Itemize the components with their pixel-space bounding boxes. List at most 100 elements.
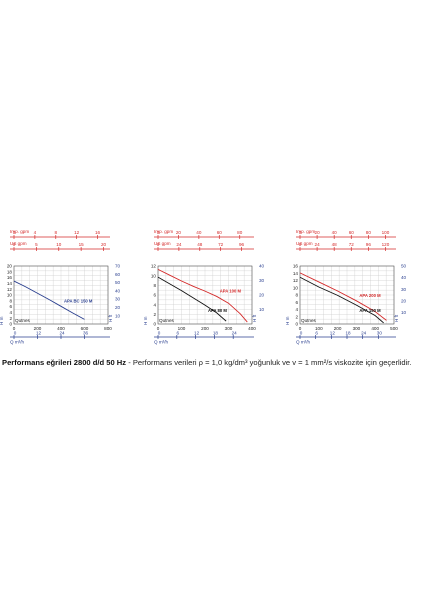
top-axis-tick-label: 0 [157, 242, 160, 247]
y-tick-label: 4 [153, 302, 156, 307]
bottom-axis-tick-label: 24 [232, 331, 238, 336]
series-label: APA 100 M [220, 288, 242, 293]
series-line [157, 276, 227, 322]
top-axis-tick-label: 120 [382, 242, 390, 247]
top-axis-unit-label: US gpm [154, 241, 171, 246]
right-tick-label: 10 [259, 307, 265, 312]
y-tick-label: 2 [153, 312, 156, 317]
bottom-axis-tick-label: 0 [14, 331, 17, 336]
bottom-axis-tick-label: 36 [83, 331, 89, 336]
x-tick-label: 400 [248, 326, 256, 331]
right-tick-label: 20 [401, 298, 407, 303]
series-line [157, 268, 248, 323]
y-tick-label: 2 [295, 314, 298, 319]
top-axis-unit-label: Imp. gpm [296, 229, 315, 234]
top-axis-tick-label: 0 [299, 242, 302, 247]
x-tick-label: 400 [371, 326, 379, 331]
y-tick-label: 8 [295, 293, 298, 298]
x-axis-label: Qutnes [159, 318, 175, 323]
right-tick-label: 10 [401, 310, 407, 315]
series-label: APA 200 M [359, 293, 381, 298]
top-axis-tick-label: 16 [95, 230, 101, 235]
right-tick-label: 40 [115, 288, 121, 293]
y-axis-label: H m [0, 316, 4, 325]
right-tick-label: 20 [259, 293, 265, 298]
top-axis-tick-label: 48 [332, 242, 338, 247]
y-tick-label: 8 [153, 283, 156, 288]
x-tick-label: 400 [57, 326, 65, 331]
performance-caption: Performans eğrileri 2800 d/d 50 Hz - Per… [2, 358, 422, 368]
pump-curve-chart-2: Imp. gpm 0 20 40 60 80 US gpm 0 24 48 72 96 0 2 4 6 8 10 1… [144, 224, 276, 354]
y-tick-label: 14 [7, 281, 13, 286]
bottom-axis-tick-label: 6 [315, 331, 318, 336]
top-axis-tick-label: 0 [157, 230, 160, 235]
y-tick-label: 0 [295, 322, 298, 327]
series-label: APA BC 150 M [64, 298, 93, 303]
bottom-axis-unit-label: Q m³/h [154, 340, 168, 345]
y-tick-label: 20 [7, 264, 13, 269]
y-tick-label: 12 [7, 287, 13, 292]
y-tick-label: 16 [293, 264, 299, 269]
top-axis-tick-label: 10 [56, 242, 62, 247]
x-axis-label: Qutnes [15, 318, 31, 323]
plot-frame [157, 265, 253, 325]
y-tick-label: 6 [153, 293, 156, 298]
x-tick-label: 100 [315, 326, 323, 331]
bottom-axis-tick-label: 24 [361, 331, 367, 336]
y-tick-label: 0 [9, 322, 12, 327]
x-tick-label: 600 [81, 326, 89, 331]
pump-curve-chart-3: Imp. gpm 0 20 40 60 80 100 US gpm 0 24 48 72 96 120 0 2… [286, 224, 418, 354]
top-axis-tick-label: 96 [366, 242, 372, 247]
top-axis-tick-label: 0 [13, 230, 16, 235]
top-axis-tick-label: 48 [197, 242, 203, 247]
top-axis-tick-label: 15 [79, 242, 85, 247]
x-tick-label: 100 [178, 326, 186, 331]
y-tick-label: 6 [9, 304, 12, 309]
series-label: APA 80 M [208, 308, 227, 313]
x-tick-label: 0 [13, 326, 16, 331]
series-line [299, 276, 384, 324]
right-tick-label: 40 [259, 264, 265, 269]
series-label: APA 150 M [359, 308, 381, 313]
top-axis-tick-label: 24 [315, 242, 321, 247]
x-tick-label: 800 [104, 326, 112, 331]
bottom-axis-tick-label: 18 [345, 331, 351, 336]
y-tick-label: 4 [295, 307, 298, 312]
right-tick-label: 40 [401, 275, 407, 280]
top-axis-tick-label: 0 [13, 242, 16, 247]
right-axis-label: H ft [252, 314, 257, 322]
right-tick-label: 30 [259, 278, 265, 283]
right-axis-label: H ft [394, 314, 399, 322]
top-axis-tick-label: 40 [332, 230, 338, 235]
bottom-axis-tick-label: 0 [300, 331, 303, 336]
top-axis-tick-label: 80 [366, 230, 372, 235]
plot-frame [13, 265, 109, 325]
bottom-axis-tick-label: 30 [377, 331, 383, 336]
right-tick-label: 60 [115, 272, 121, 277]
top-axis-tick-label: 8 [54, 230, 57, 235]
top-axis-tick-label: 20 [101, 242, 107, 247]
right-tick-label: 20 [115, 305, 121, 310]
bottom-axis-tick-label: 6 [177, 331, 180, 336]
top-axis-unit-label: Imp. gpm [10, 229, 29, 234]
y-axis-label: H m [286, 316, 290, 325]
top-axis-unit-label: Imp. gpm [154, 229, 173, 234]
x-tick-label: 0 [299, 326, 302, 331]
top-axis-tick-label: 100 [382, 230, 390, 235]
top-axis-tick-label: 24 [176, 242, 182, 247]
top-axis-unit-label: US gpm [10, 241, 27, 246]
series-line [13, 280, 85, 320]
bottom-axis-tick-label: 12 [194, 331, 200, 336]
top-axis-tick-label: 12 [74, 230, 80, 235]
top-axis-tick-label: 60 [217, 230, 223, 235]
top-axis-tick-label: 60 [349, 230, 355, 235]
top-axis-unit-label: US gpm [296, 241, 313, 246]
right-tick-label: 30 [115, 297, 121, 302]
bottom-axis-tick-label: 18 [213, 331, 219, 336]
y-axis-label: H m [144, 316, 148, 325]
x-tick-label: 0 [157, 326, 160, 331]
x-tick-label: 200 [201, 326, 209, 331]
